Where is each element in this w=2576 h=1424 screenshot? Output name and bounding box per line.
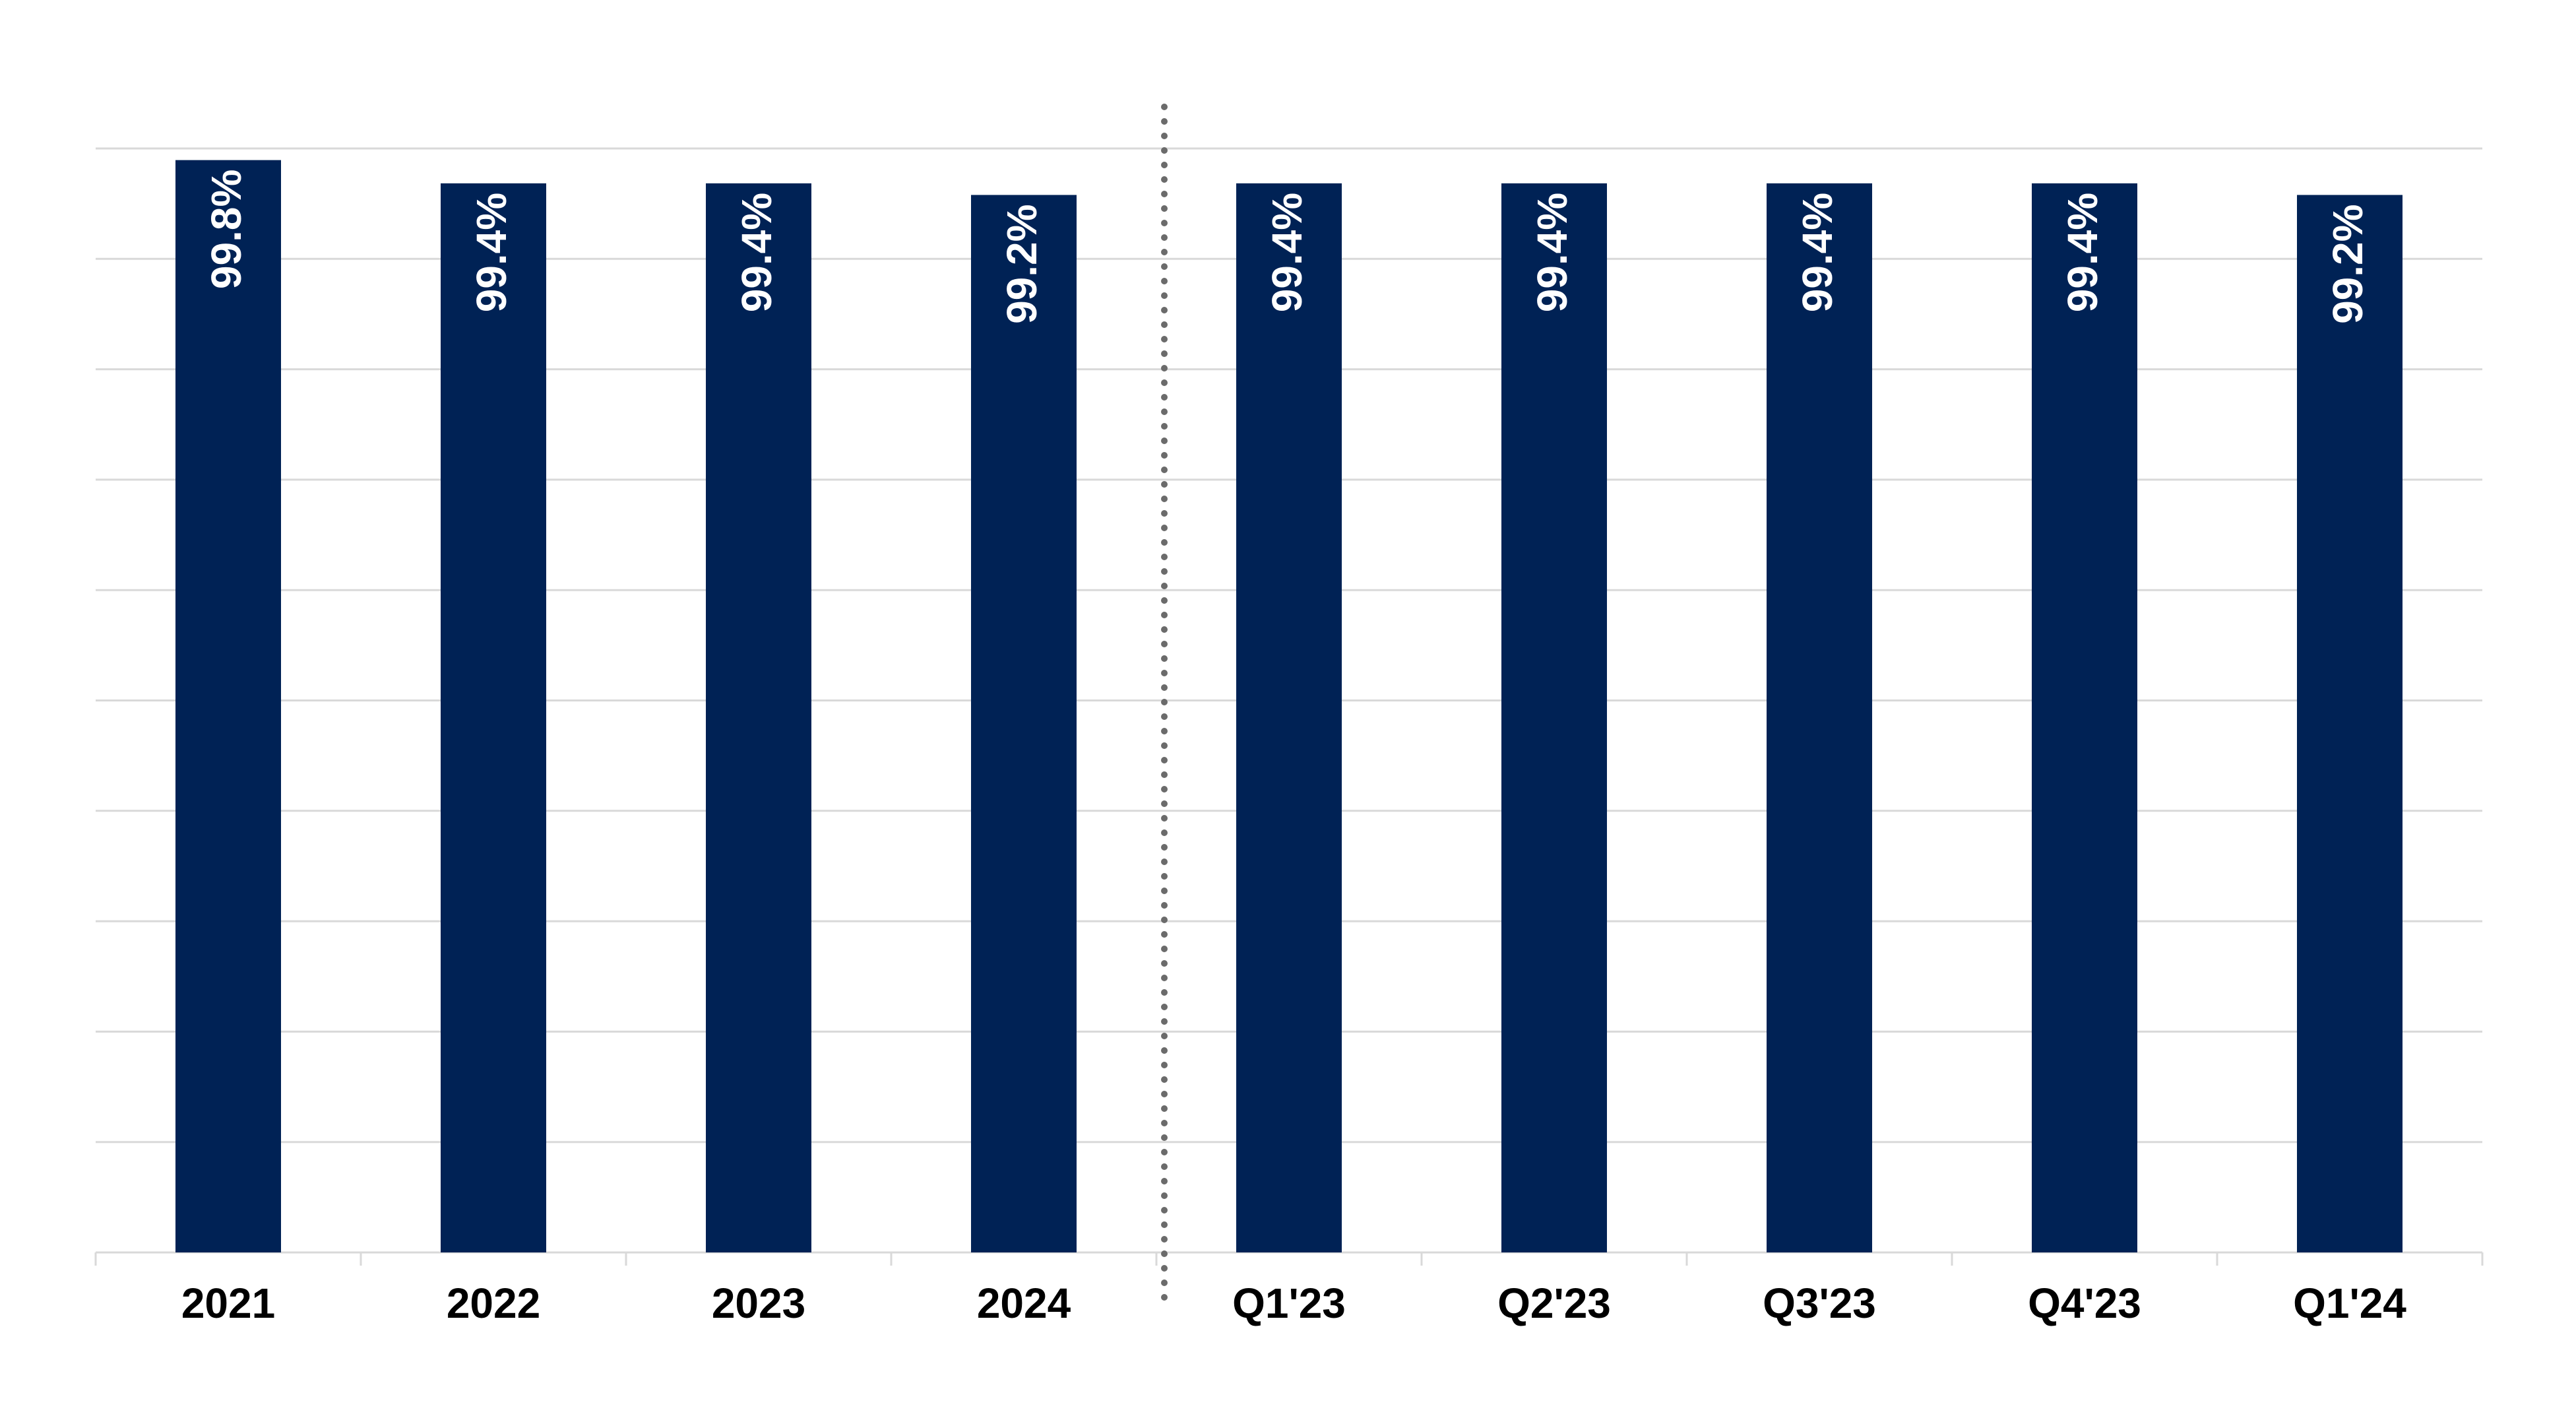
bar — [2032, 183, 2137, 1253]
x-tick-label: 2024 — [977, 1279, 1071, 1327]
x-tick-label: Q3'23 — [1763, 1279, 1876, 1327]
bar — [175, 160, 281, 1253]
value-label: 99.4% — [2059, 193, 2106, 312]
value-label: 99.8% — [203, 170, 250, 289]
value-label: 99.4% — [1528, 193, 1576, 312]
x-tick-label: 2022 — [447, 1279, 540, 1327]
bar — [706, 183, 811, 1253]
x-tick-label: Q4'23 — [2028, 1279, 2141, 1327]
x-tick-label: Q1'24 — [2293, 1279, 2406, 1327]
x-tick-label: 2023 — [712, 1279, 805, 1327]
value-label: 99.2% — [998, 204, 1046, 323]
bar — [2297, 195, 2403, 1252]
bar — [1501, 183, 1607, 1253]
x-tick-label: Q1'23 — [1232, 1279, 1346, 1327]
bar — [1767, 183, 1872, 1253]
bar — [441, 183, 546, 1253]
value-label: 99.4% — [733, 193, 780, 312]
value-label: 99.4% — [1263, 193, 1311, 312]
bar — [1236, 183, 1342, 1253]
x-tick-label: 2021 — [181, 1279, 275, 1327]
value-label: 99.4% — [468, 193, 515, 312]
value-label: 99.4% — [1794, 193, 1841, 312]
x-tick-label: Q2'23 — [1497, 1279, 1611, 1327]
value-label: 99.2% — [2324, 204, 2372, 323]
bar — [971, 195, 1077, 1252]
